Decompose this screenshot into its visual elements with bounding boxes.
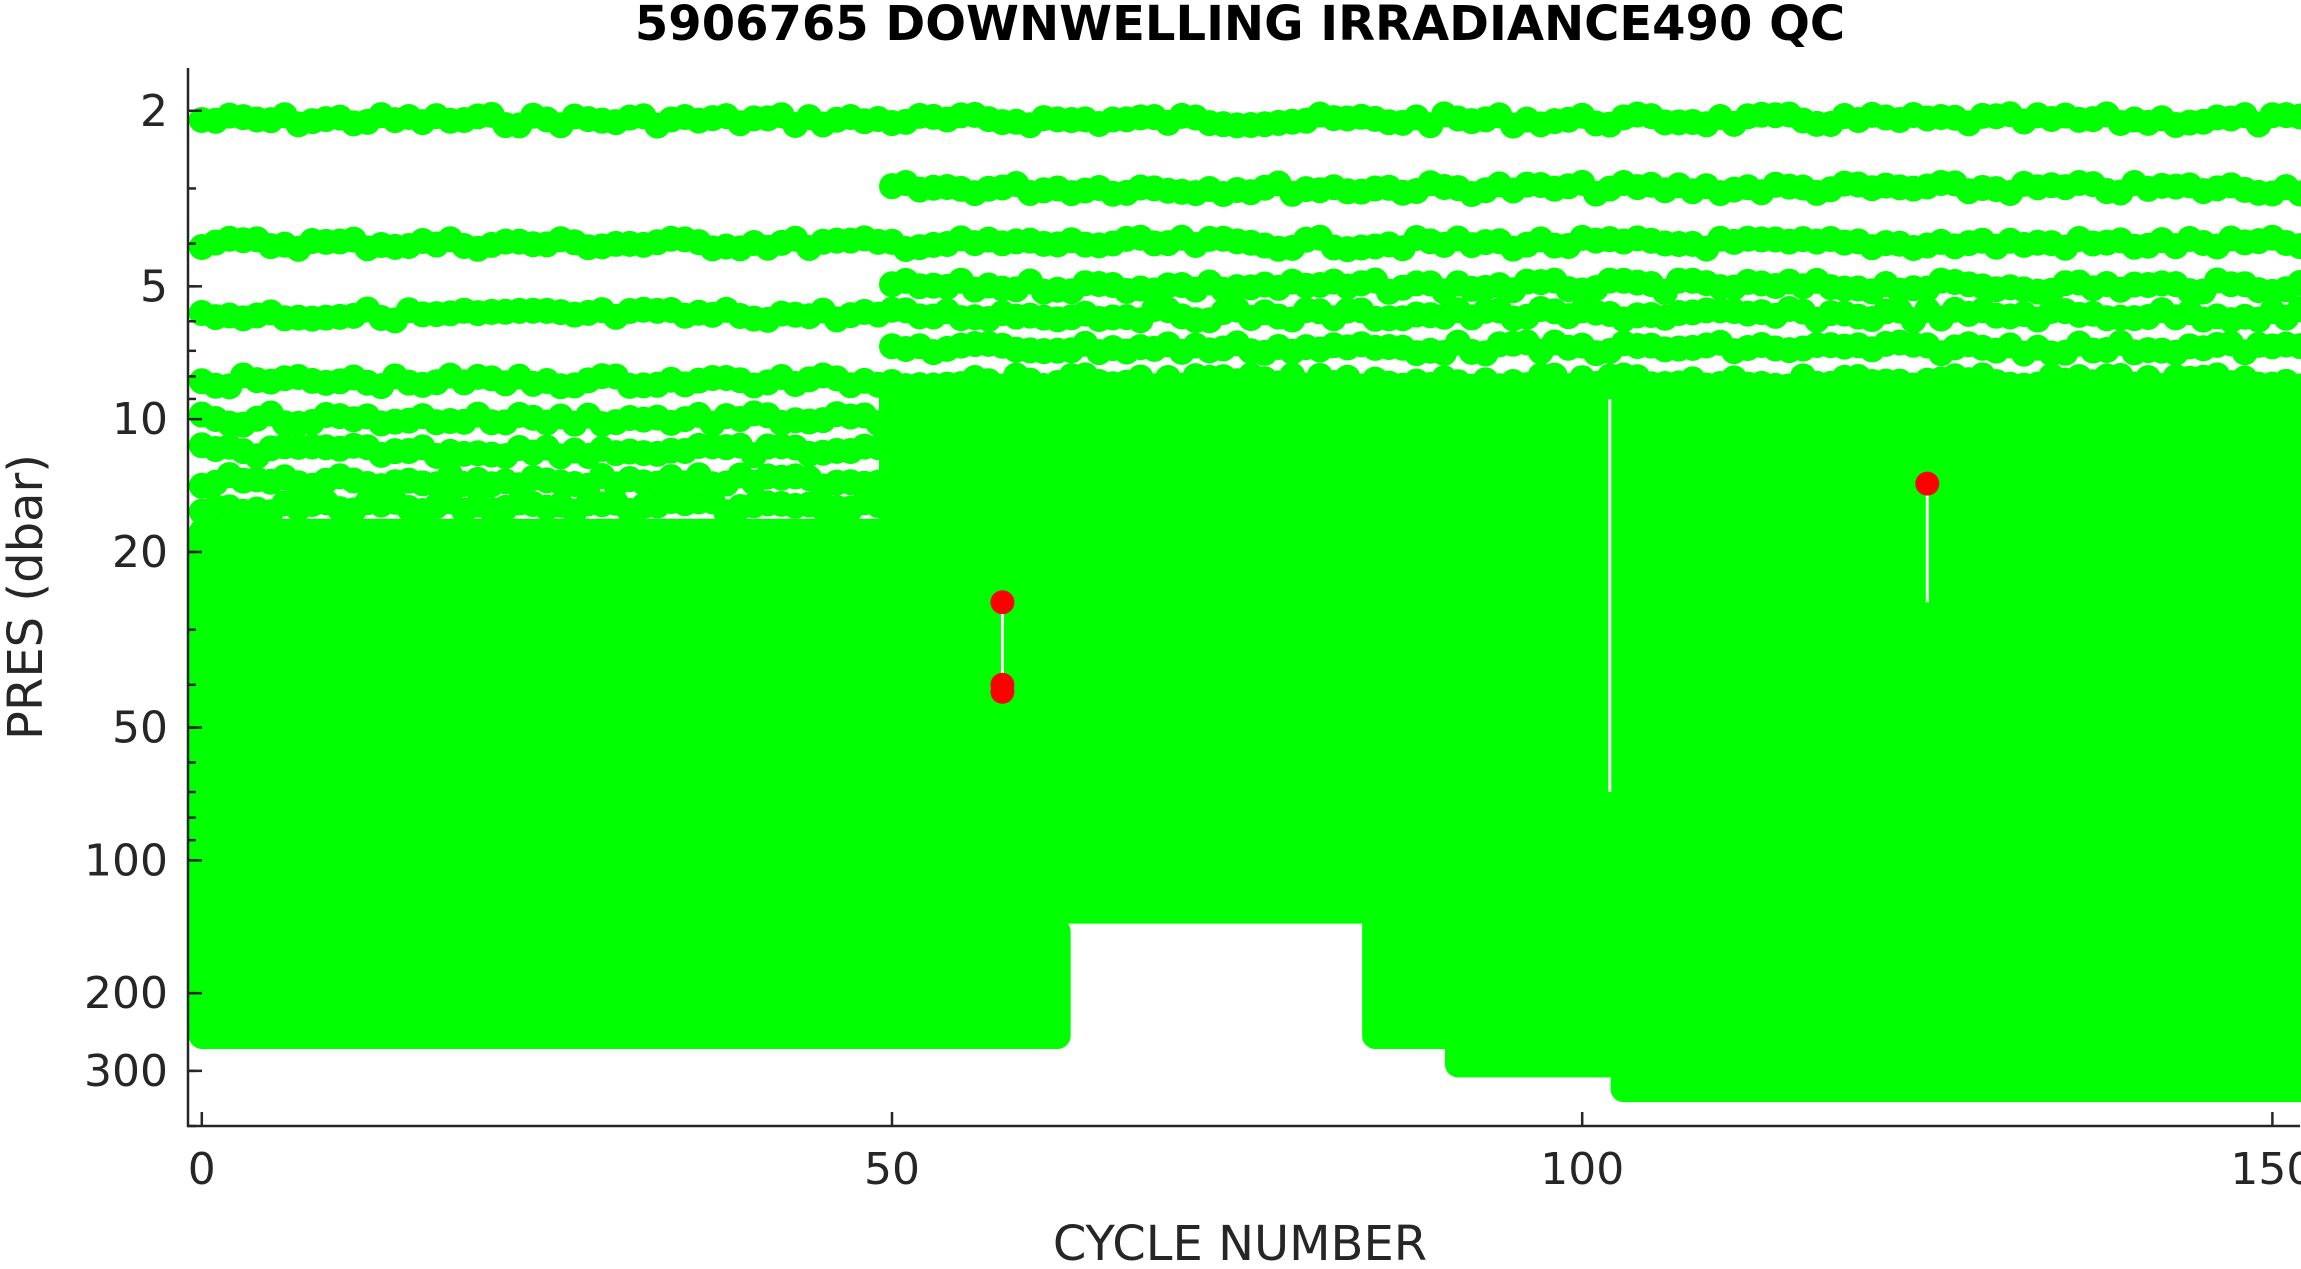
y-tick-label: 300 — [84, 1046, 168, 1097]
good-point — [2287, 333, 2301, 360]
good-point-block-2 — [879, 375, 1623, 924]
x-tick-label: 0 — [188, 1144, 216, 1195]
good-point — [2287, 373, 2301, 400]
bad-point-3 — [1915, 471, 1940, 496]
level-series-6 — [188, 362, 2301, 400]
good-point — [2287, 233, 2301, 260]
level-series-4 — [188, 295, 2301, 334]
good-point-block-4 — [1444, 897, 1651, 1078]
x-axis-label: CYCLE NUMBER — [1053, 1216, 1427, 1269]
y-tick-label: 20 — [112, 527, 168, 578]
good-point-block-1 — [188, 918, 1071, 1049]
level-series-10 — [188, 488, 905, 526]
x-tick-label: 150 — [2230, 1144, 2301, 1195]
y-tick-label: 100 — [84, 835, 168, 886]
level-series-3 — [879, 267, 2301, 305]
y-tick-label: 50 — [112, 703, 168, 754]
y-tick-label: 5 — [140, 261, 168, 312]
plot-area — [188, 101, 2301, 1103]
good-point-block-3 — [1362, 897, 1471, 1049]
level-series-1 — [879, 169, 2301, 208]
good-point — [2287, 269, 2301, 296]
good-point — [879, 468, 905, 495]
good-point — [879, 441, 905, 468]
good-point-block-5 — [1610, 375, 2301, 1103]
good-point — [2287, 103, 2301, 130]
y-axis-label: PRES (dbar) — [0, 454, 54, 740]
bad-point-2 — [990, 679, 1015, 704]
x-tick-label: 50 — [864, 1144, 920, 1195]
level-series-0 — [188, 101, 2301, 139]
level-series-2 — [188, 224, 2301, 263]
y-axis-ticks: 2 5 10 20 50 100 200 300 — [84, 86, 202, 1128]
good-point — [2287, 296, 2301, 323]
x-axis-ticks: 0 50 100 150 — [188, 1112, 2301, 1195]
x-tick-label: 100 — [1540, 1144, 1624, 1195]
bad-point-0 — [990, 590, 1015, 615]
good-point — [879, 496, 905, 523]
level-series-8 — [188, 432, 905, 470]
level-series-9 — [188, 462, 905, 500]
level-series-7 — [188, 400, 905, 438]
y-tick-label: 10 — [112, 394, 168, 445]
chart-title: 5906765 DOWNWELLING IRRADIANCE490 QC — [635, 0, 1845, 52]
y-tick-label: 2 — [140, 86, 168, 137]
level-series-5 — [879, 329, 2301, 367]
good-point — [879, 403, 905, 430]
good-point-block-0 — [188, 518, 892, 945]
good-point — [2287, 180, 2301, 207]
y-tick-label: 200 — [84, 968, 168, 1019]
